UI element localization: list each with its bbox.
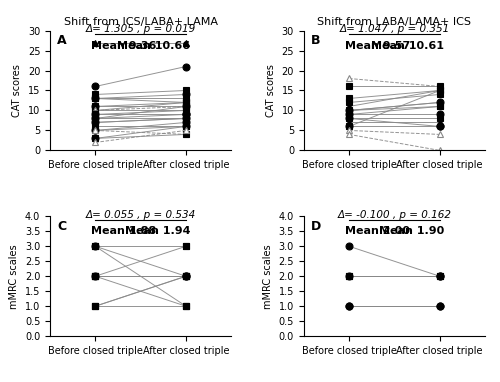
Text: Mean 10.61: Mean 10.61	[371, 40, 444, 50]
Text: B: B	[311, 34, 320, 47]
Text: Δ= 0.055 , p = 0.534: Δ= 0.055 , p = 0.534	[86, 210, 196, 220]
Text: Mean 10.66: Mean 10.66	[118, 40, 190, 50]
Y-axis label: mMRC scales: mMRC scales	[263, 244, 273, 309]
Y-axis label: CAT scores: CAT scores	[12, 64, 22, 117]
Text: Mean 9.36: Mean 9.36	[91, 40, 156, 50]
Text: Δ= 1.305 , p = 0.019: Δ= 1.305 , p = 0.019	[86, 24, 196, 34]
Text: Mean 1.88: Mean 1.88	[91, 226, 156, 236]
Text: Mean 2.00: Mean 2.00	[344, 226, 410, 236]
Title: Shift from LABA/LAMA+ ICS: Shift from LABA/LAMA+ ICS	[318, 17, 472, 27]
Text: C: C	[57, 220, 66, 233]
Y-axis label: CAT scores: CAT scores	[266, 64, 276, 117]
Text: Δ= -0.100 , p = 0.162: Δ= -0.100 , p = 0.162	[338, 210, 452, 220]
Text: Δ= 1.047 , p = 0.351: Δ= 1.047 , p = 0.351	[339, 24, 450, 34]
Text: Mean 9.57: Mean 9.57	[344, 40, 410, 50]
Text: Mean 1.90: Mean 1.90	[379, 226, 444, 236]
Title: Shift from ICS/LABA+ LAMA: Shift from ICS/LABA+ LAMA	[64, 17, 218, 27]
Y-axis label: mMRC scales: mMRC scales	[9, 244, 19, 309]
Text: A: A	[57, 34, 67, 47]
Text: D: D	[311, 220, 321, 233]
Text: Mean 1.94: Mean 1.94	[125, 226, 190, 236]
